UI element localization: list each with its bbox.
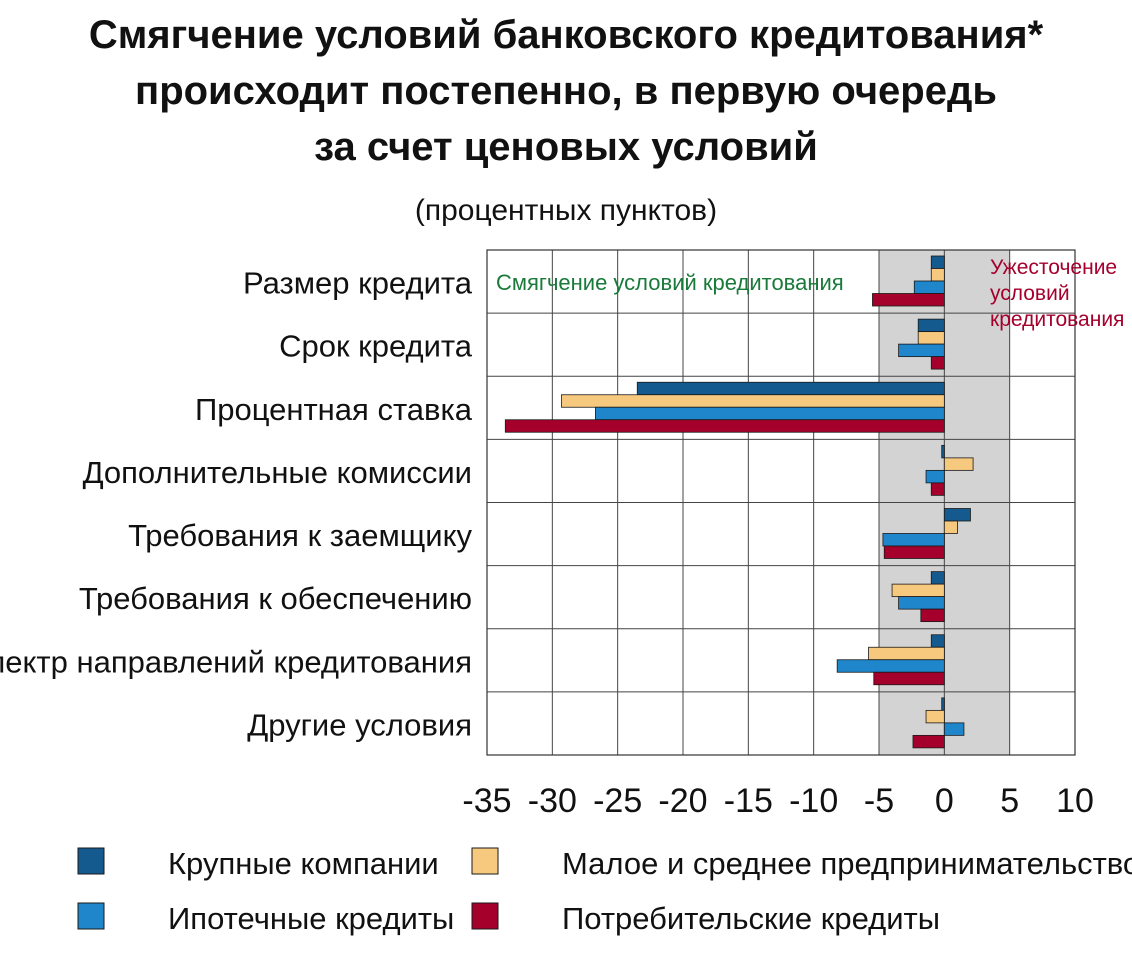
x-tick-label: -15 [724,782,773,820]
legend-label: Малое и среднее предпринимательство [562,846,1132,881]
bar [941,697,945,711]
chart-title-line: за счет ценовых условий [314,125,818,169]
bar [873,671,945,686]
category-label: Спектр направлений кредитования [0,644,472,679]
bar [930,634,945,648]
category-label: Срок кредита [279,329,473,364]
bar [943,722,965,736]
legend-swatch [77,902,105,930]
category-label: Размер кредита [243,266,473,301]
x-tick-label: 5 [1000,782,1019,820]
chart-title-line: Смягчение условий банковского кредитован… [89,13,1044,57]
legend-swatch [471,902,499,930]
annotations: Смягчение условий кредитования Ужесточени… [496,256,1124,331]
x-tick-label: -25 [593,782,642,820]
bars [504,255,974,749]
x-tick-label: -20 [658,782,707,820]
bar [943,520,958,534]
x-tick-label: -5 [864,782,894,820]
chart-title-line: происходит постепенно, в первую очередь [135,69,997,113]
category-label: Дополнительные комиссии [83,455,472,490]
x-tick-label: -30 [528,782,577,820]
bar [925,469,945,484]
tightening-annotation-line: Ужесточение [990,256,1117,279]
bar [930,255,945,269]
bar [917,331,945,345]
legend: Крупные компании Малое и среднее предприн… [77,846,1132,936]
legend-label: Потребительские кредиты [562,901,940,936]
bar [898,596,945,610]
bar [882,533,945,547]
easing-annotation: Смягчение условий кредитования [496,270,844,295]
bar [920,608,945,623]
category-label: Требования к обеспечению [79,581,472,616]
bar [941,444,945,459]
category-label: Требования к заемщику [128,518,472,553]
bar [930,268,945,282]
bar [917,318,945,333]
bar [913,280,945,294]
chart-subtitle: (процентных пунктов) [415,194,717,227]
bar [925,709,945,724]
x-tick-label: 0 [935,782,954,820]
legend-swatch [77,847,105,875]
bar [872,293,945,307]
category-label: Другие условия [247,707,472,742]
bar [930,482,945,496]
bar [561,394,945,408]
legend-label: Крупные компании [168,846,439,881]
x-tick-label: -35 [462,782,511,820]
bar [883,545,945,559]
legend-swatch [471,847,499,875]
bar [898,343,945,358]
x-tick-label: -10 [789,782,838,820]
x-tick-label: 10 [1056,782,1094,820]
plot-frame [486,249,1076,756]
tightening-annotation-line: условий [990,282,1070,305]
bar [891,583,945,598]
category-label: Процентная ставка [195,392,473,427]
bar [636,381,945,396]
bar [912,734,945,749]
bar [836,659,945,673]
bar [943,508,971,522]
tightening-annotation-line: кредитования [990,308,1124,331]
bar [595,406,945,421]
bar [930,356,945,370]
legend-label: Ипотечные кредиты [168,901,454,936]
bar [930,571,945,585]
chart-title: Смягчение условий банковского кредитован… [89,13,1044,227]
x-tick-labels: -35 -30 -25 -20 -15 -10 -5 0 5 10 [462,782,1093,820]
bar [504,419,945,433]
category-labels: Размер кредита Срок кредита Процентная ста… [0,266,473,743]
bar [868,646,945,661]
bar [943,457,974,471]
